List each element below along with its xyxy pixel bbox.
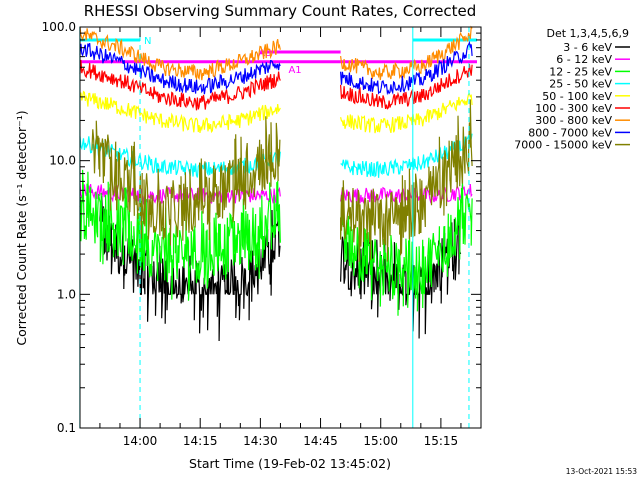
x-axis-label: Start Time (19-Feb-02 13:45:02) (189, 456, 391, 471)
series-path (340, 40, 473, 96)
series-path (340, 133, 473, 178)
y-axis-label: Corrected Count Rate (s⁻¹ detector⁻¹) (14, 110, 29, 345)
y-tick-label: 10.0 (49, 154, 76, 168)
legend-label: 300 - 800 keV (535, 114, 612, 127)
legend-title: Det 1,3,4,5,6,9 (546, 27, 629, 40)
series-path (79, 26, 281, 81)
chart-title: RHESSI Observing Summary Count Rates, Co… (84, 2, 477, 20)
legend-label: 25 - 50 keV (549, 78, 612, 91)
legend-label: 800 - 7000 keV (528, 126, 612, 139)
series-path (91, 116, 281, 246)
y-tick-label: 100.0 (42, 20, 76, 34)
x-tick-label: 14:30 (243, 434, 278, 448)
axes: 0.1 1.0 10.0 100.0 14:00 14:15 14:30 14:45 15:00… (42, 20, 482, 448)
legend-label: 100 - 300 keV (535, 102, 612, 115)
series-line (91, 99, 473, 262)
series-path (79, 90, 281, 134)
series-path (340, 183, 473, 205)
legend-label: 50 - 100 keV (542, 90, 612, 103)
series-path (79, 169, 281, 301)
series-line (79, 25, 473, 81)
flag-label: A3 (258, 48, 271, 59)
x-tick-label: 14:15 (183, 434, 218, 448)
series-path (79, 59, 281, 111)
series-path (79, 43, 281, 95)
series-path (79, 136, 281, 178)
flag-label: A1 (288, 65, 301, 76)
legend-label: 12 - 25 keV (549, 65, 612, 78)
legend-label: 6 - 12 keV (556, 53, 612, 66)
series-path (340, 99, 473, 262)
series-line (79, 59, 473, 111)
x-tick-label: 15:00 (363, 434, 398, 448)
x-tick-label: 14:45 (303, 434, 338, 448)
series-line (79, 133, 473, 178)
y-tick-label: 0.1 (57, 421, 76, 435)
flag-label: N (144, 36, 151, 47)
legend-label: 7000 - 15000 keV (514, 139, 612, 152)
series-path (340, 176, 473, 316)
series-path (340, 93, 473, 134)
date-stamp: 13-Oct-2021 15:53 (566, 467, 637, 476)
series-layer (79, 25, 473, 342)
series-line (79, 90, 473, 134)
x-tick-label: 14:00 (123, 434, 158, 448)
series-line (79, 40, 473, 96)
series-path (340, 25, 473, 81)
series-line (79, 169, 473, 316)
series-path (340, 63, 473, 110)
y-tick-label: 1.0 (57, 287, 76, 301)
legend-label: 3 - 6 keV (563, 41, 612, 54)
x-tick-label: 15:15 (424, 434, 459, 448)
